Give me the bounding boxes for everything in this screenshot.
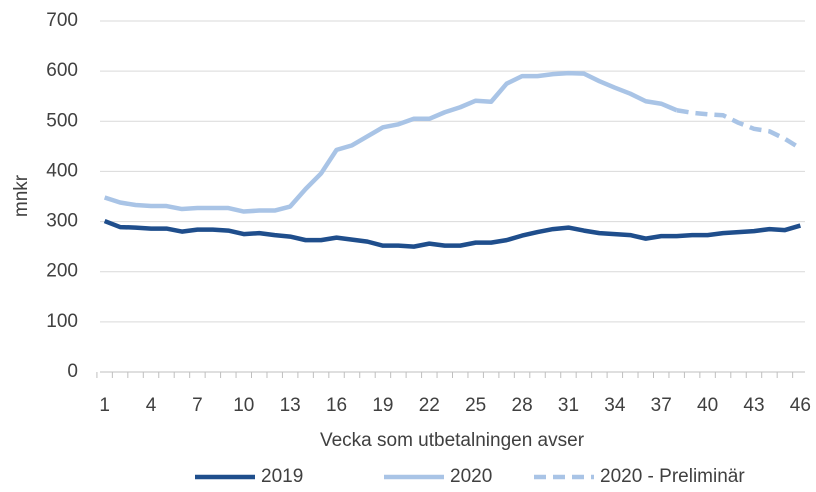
series-line	[676, 108, 802, 151]
x-tick-label: 34	[604, 395, 626, 416]
legend-label: 2020 - Preliminär	[600, 466, 745, 487]
x-tick-label: 43	[743, 395, 764, 416]
y-tick-label: 700	[46, 10, 78, 31]
y-tick-label: 500	[46, 110, 78, 131]
x-tick-label: 4	[146, 395, 157, 416]
x-tick-label: 37	[651, 395, 672, 416]
series-line	[103, 218, 801, 249]
y-tick-label: 0	[67, 361, 78, 382]
legend-label: 2020	[450, 466, 492, 487]
x-tick-label: 7	[192, 395, 203, 416]
y-tick-label: 100	[46, 311, 78, 332]
x-tick-label: 25	[465, 395, 486, 416]
y-tick-label: 600	[46, 60, 78, 81]
x-tick-label: 13	[280, 395, 301, 416]
x-tick-label: 1	[99, 395, 110, 416]
series-line	[103, 70, 678, 214]
x-tick-label: 22	[419, 395, 440, 416]
y-tick-label: 200	[46, 261, 78, 282]
x-tick-label: 10	[233, 395, 254, 416]
legend-label: 2019	[261, 466, 303, 487]
y-axis-label: mnkr	[11, 174, 32, 217]
x-tick-label: 40	[697, 395, 718, 416]
x-axis-label: Vecka som utbetalningen avser	[320, 430, 585, 451]
y-tick-label: 400	[46, 160, 78, 181]
x-tick-label: 31	[558, 395, 579, 416]
x-tick-label: 46	[790, 395, 811, 416]
x-tick-label: 28	[512, 395, 533, 416]
y-tick-label: 300	[46, 211, 78, 232]
x-tick-label: 19	[372, 395, 393, 416]
x-tick-label: 16	[326, 395, 347, 416]
